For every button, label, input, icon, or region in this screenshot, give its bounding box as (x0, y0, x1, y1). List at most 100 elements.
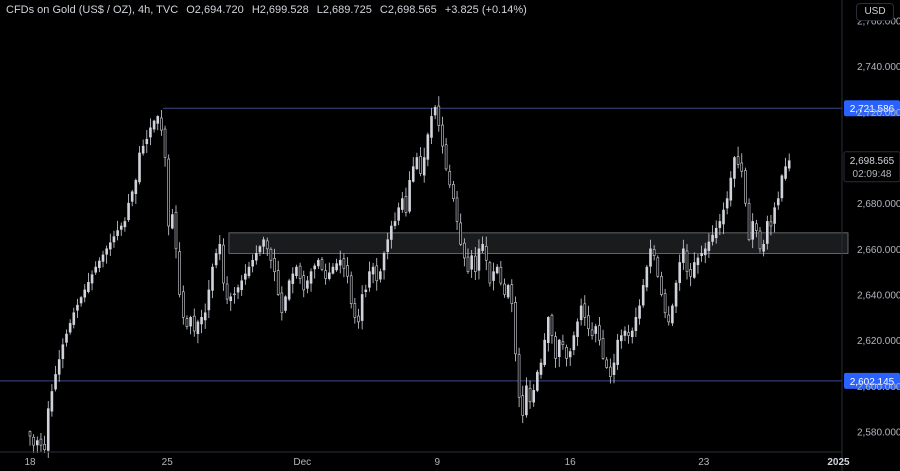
candle-body (674, 282, 678, 307)
candle-body (379, 271, 382, 280)
candle-body (627, 332, 630, 336)
candle-body (740, 162, 744, 172)
candle-body (309, 271, 313, 284)
candle-body (152, 120, 156, 130)
candle-body (247, 266, 251, 277)
candle-body (119, 225, 123, 230)
candle-body (87, 282, 90, 292)
candle-body (371, 266, 375, 275)
candle-body (521, 395, 525, 416)
candle-body (393, 221, 397, 226)
candle-body (532, 390, 536, 403)
candle-body (419, 156, 422, 174)
candle-body (441, 124, 444, 147)
candle-body (342, 258, 346, 269)
price-tick-label: 2,580.000 (857, 427, 900, 438)
candle-body (346, 265, 349, 277)
last-price-label: 2,698.565 (850, 156, 895, 167)
candle-body (773, 207, 776, 224)
candle-body (568, 351, 572, 358)
time-tick-label: 25 (162, 457, 174, 468)
candle-body (488, 262, 492, 284)
candle-body (455, 197, 459, 222)
candle-body (623, 330, 627, 336)
candle-body (291, 273, 295, 284)
candle-body (32, 436, 35, 446)
candle-body (649, 248, 652, 267)
candle-body (171, 214, 174, 229)
price-tick-label: 2,720.000 (857, 108, 900, 119)
candle-body (707, 241, 711, 251)
candle-body (787, 160, 791, 169)
candle-body (163, 128, 167, 158)
candle-body (481, 243, 484, 251)
candle-body (572, 335, 576, 351)
candle-body (349, 275, 353, 304)
candle-body (357, 315, 360, 323)
candle-body (284, 296, 287, 311)
candle-body (35, 440, 39, 446)
change-value: +3.825 (+0.14%) (444, 4, 527, 16)
candle-body (382, 253, 386, 271)
candle-body (287, 280, 291, 300)
price-tick-label: 2,660.000 (857, 245, 900, 256)
candle-body (295, 266, 298, 276)
candle-body (222, 244, 225, 284)
candle-body (652, 249, 656, 256)
high-value: H2,699.528 (251, 4, 309, 16)
candle-body (317, 259, 320, 267)
candle-body (692, 262, 696, 278)
candle-body (609, 366, 612, 377)
candle-body (583, 303, 587, 318)
candle-body (65, 333, 68, 343)
candle-body (160, 117, 163, 131)
symbol-title[interactable]: CFDs on Gold (US$ / OZ), 4h, TVC (6, 4, 179, 16)
candle-body (404, 196, 408, 213)
candle-body (776, 198, 780, 206)
candle-body (258, 246, 262, 253)
candle-body (579, 305, 583, 321)
candle-body (477, 248, 481, 271)
candle-body (528, 387, 532, 403)
candle-body (94, 266, 97, 273)
currency-button[interactable]: USD (856, 3, 894, 21)
candle-body (433, 106, 437, 116)
candle-body (109, 242, 112, 250)
candle-body (156, 116, 160, 124)
candle-body (61, 344, 65, 360)
candle-body (703, 248, 707, 256)
candle-body (722, 209, 725, 225)
candle-body (671, 305, 674, 324)
candle-body (663, 293, 667, 314)
candle-body (57, 359, 61, 375)
candle-body (196, 321, 200, 334)
candle-body (630, 330, 634, 338)
candle-body (134, 180, 138, 195)
candle-body (484, 246, 488, 261)
price-tick-label: 2,620.000 (857, 336, 900, 347)
candle-body (459, 222, 463, 245)
candle-body (83, 289, 87, 298)
price-tick-label: 2,740.000 (857, 62, 900, 73)
candle-body (758, 230, 762, 250)
countdown-label: 02:09:48 (853, 169, 892, 180)
candle-body (638, 305, 641, 319)
candle-body (682, 248, 685, 263)
time-tick-label: 16 (565, 457, 577, 468)
candle-body (590, 329, 594, 336)
candle-body (240, 280, 243, 291)
candle-body (203, 312, 207, 321)
candle-body (444, 144, 448, 170)
candle-body (660, 276, 663, 295)
candle-body (685, 250, 689, 272)
candle-body (400, 198, 404, 210)
candle-body (408, 180, 411, 212)
candle-body (536, 371, 539, 391)
candle-body (499, 266, 503, 284)
price-tick-label: 2,760.000 (857, 17, 900, 28)
candle-body (178, 251, 181, 295)
candle-body (298, 265, 302, 279)
candle-body (138, 152, 141, 183)
